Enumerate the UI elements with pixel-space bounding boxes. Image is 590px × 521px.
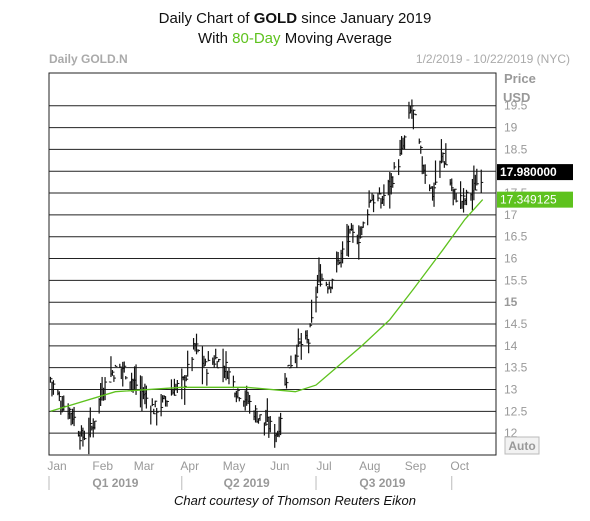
quarter-label: Q2 2019: [224, 476, 270, 490]
y-axis-ticks: 1212.51313.51414.51515.51616.51717.51818…: [504, 99, 528, 440]
y-tick-label: 15.5: [504, 273, 528, 287]
x-tick-label: Feb: [92, 459, 113, 473]
y-tick-label: 15: [504, 295, 518, 309]
chart-title-line-1: Daily Chart of GOLD since January 2019: [158, 10, 432, 27]
price-bars: [49, 99, 484, 455]
auto-scale-button[interactable]: [504, 436, 540, 455]
x-tick-label: Jul: [316, 459, 331, 473]
currency-axis-label: USD: [503, 90, 530, 105]
x-tick-label: Mar: [134, 459, 155, 473]
quarter-label: Q3 2019: [359, 476, 405, 490]
x-tick-label: May: [223, 459, 246, 473]
y-tick-label: 17: [504, 208, 518, 222]
y-tick-label: 16: [504, 252, 518, 266]
chart-title-line-2: With 80-Day Moving Average: [198, 30, 392, 47]
y-tick-label: 14.5: [504, 317, 528, 331]
x-tick-label: Jun: [270, 459, 289, 473]
auto-scale-label: Auto: [508, 439, 535, 453]
y-tick-label: 13.5: [504, 361, 528, 375]
y-tick-label: 19.5: [504, 99, 528, 113]
quarter-label: Q1 2019: [92, 476, 138, 490]
y-tick-label: 14: [504, 339, 518, 353]
plot-border: [48, 72, 497, 456]
symbol-label: Daily GOLD.N: [49, 52, 128, 66]
y-tick-label: 16.5: [504, 230, 528, 244]
chart-credit: Chart courtesy of Thomson Reuters Eikon: [173, 493, 417, 508]
plot-frame: [48, 72, 497, 456]
last-price-tag: 17.980000: [497, 164, 573, 181]
moving-average-tag: 17.349125: [497, 191, 573, 208]
y-tick-label: 19: [504, 121, 518, 135]
y-tick-label: 18.5: [504, 142, 528, 156]
y-tick-label: 12.5: [504, 404, 528, 418]
x-tick-label: Oct: [450, 459, 469, 473]
x-tick-label: Sep: [405, 459, 427, 473]
x-tick-label: Apr: [180, 459, 199, 473]
y-tick-label: 13: [504, 383, 518, 397]
moving-average-value: 17.349125: [500, 193, 557, 207]
price-axis-label: Price: [504, 71, 536, 86]
last-price-value: 17.980000: [500, 165, 557, 179]
date-range-label: 1/2/2019 - 10/22/2019 (NYC): [416, 52, 570, 66]
x-axis-ticks: Jan Feb Mar Apr May Jun Jul Aug Sep Oct: [47, 459, 469, 473]
moving-average-line: [50, 199, 484, 412]
x-tick-label: Jan: [47, 459, 66, 473]
quarter-labels: Q1 2019 Q2 2019 Q3 2019: [48, 476, 453, 490]
x-tick-label: Aug: [359, 459, 380, 473]
